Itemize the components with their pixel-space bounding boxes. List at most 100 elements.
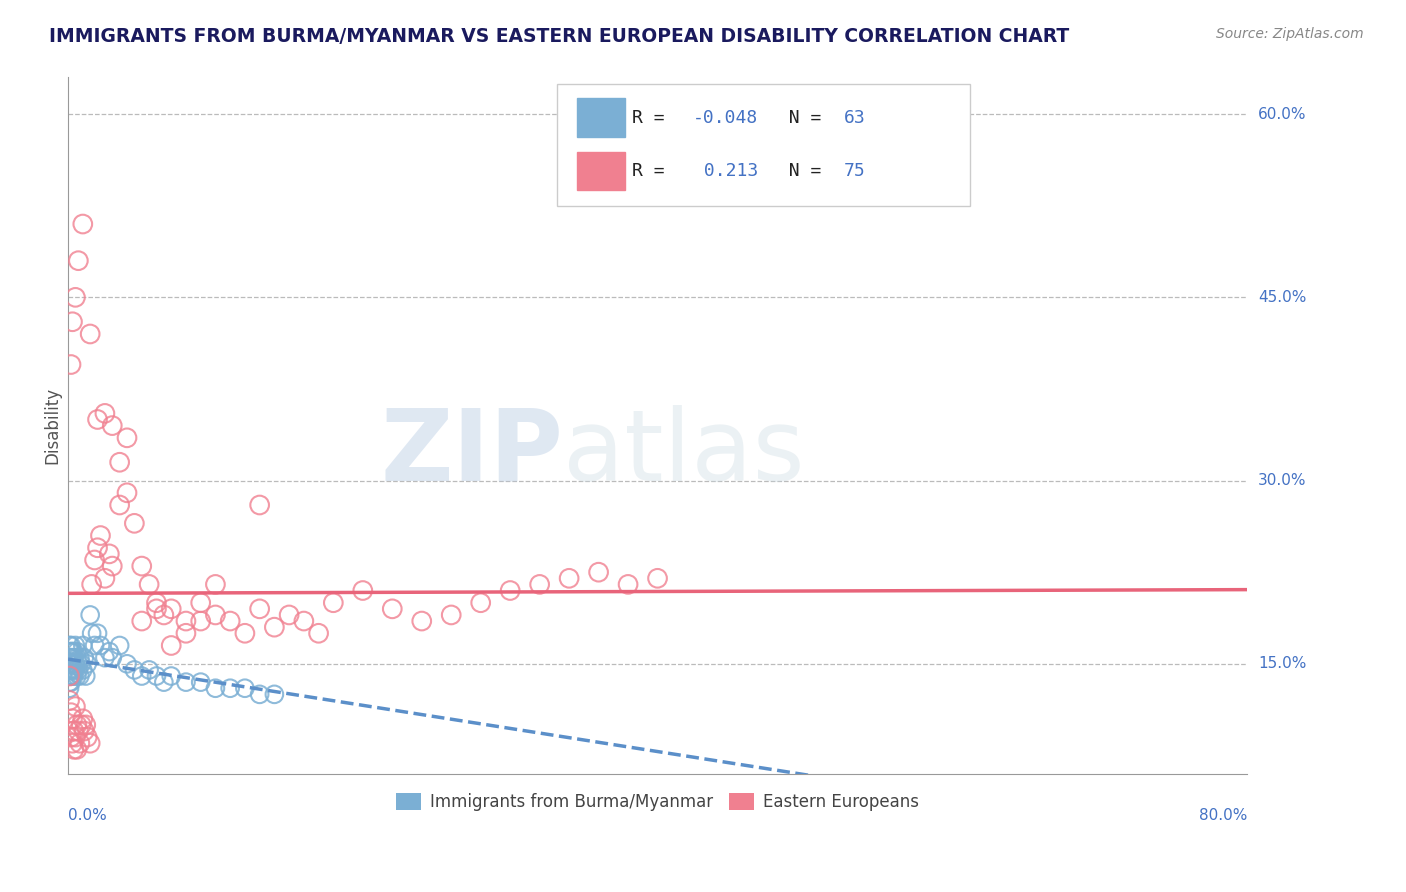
Point (73, 724, 96, 739)
Bar (578, 152, 624, 190)
Point (115, 657, 138, 671)
Point (153, 607, 176, 622)
Point (60, 358, 83, 372)
Point (138, 663, 160, 677)
Legend: Immigrants from Burma/Myanmar, Eastern Europeans: Immigrants from Burma/Myanmar, Eastern E… (389, 786, 925, 818)
Point (263, 687, 285, 701)
Point (62, 736, 84, 750)
Y-axis label: Disability: Disability (44, 387, 60, 464)
Point (278, 607, 301, 622)
Point (62, 712, 84, 726)
Point (108, 455, 131, 469)
Text: 30.0%: 30.0% (1258, 473, 1306, 488)
Point (58, 681, 80, 696)
Point (67, 663, 90, 677)
Point (62, 657, 84, 671)
Text: R =: R = (631, 109, 675, 127)
Point (219, 614, 242, 628)
Point (174, 675, 197, 690)
Text: Source: ZipAtlas.com: Source: ZipAtlas.com (1216, 27, 1364, 41)
Point (58, 639, 80, 653)
Point (86, 626, 108, 640)
Point (60, 706, 83, 720)
Point (381, 602, 404, 616)
Point (60, 669, 83, 683)
Text: atlas: atlas (564, 405, 804, 502)
Point (249, 687, 271, 701)
Point (124, 663, 146, 677)
Point (60, 663, 83, 677)
Point (75, 718, 97, 732)
Point (470, 596, 492, 610)
Point (60, 639, 83, 653)
Point (65, 290, 87, 304)
Point (190, 675, 212, 690)
Point (66, 742, 89, 756)
Point (80, 577, 103, 591)
Point (219, 681, 242, 696)
Point (79, 736, 101, 750)
Point (62, 669, 84, 683)
Point (174, 614, 197, 628)
Point (499, 583, 522, 598)
Point (115, 431, 138, 445)
Point (131, 669, 153, 683)
Point (263, 620, 285, 634)
Point (160, 602, 183, 616)
Point (83, 553, 105, 567)
Point (60, 730, 83, 744)
Point (190, 596, 212, 610)
Text: N =: N = (768, 161, 832, 180)
Point (138, 577, 160, 591)
Point (70, 657, 93, 671)
Text: 60.0%: 60.0% (1258, 106, 1306, 121)
Point (204, 577, 226, 591)
Point (80, 626, 103, 640)
Bar (578, 98, 624, 136)
Point (58, 669, 80, 683)
Point (76, 730, 98, 744)
Text: 15.0%: 15.0% (1258, 657, 1306, 672)
Point (63, 644, 86, 658)
Point (58, 675, 80, 690)
Point (98, 547, 121, 561)
Text: N =: N = (768, 109, 832, 127)
Point (63, 650, 86, 665)
Point (647, 571, 669, 585)
Point (66, 718, 89, 732)
Point (83, 639, 105, 653)
Point (89, 639, 111, 653)
Point (58, 693, 80, 707)
Text: IMMIGRANTS FROM BURMA/MYANMAR VS EASTERN EUROPEAN DISABILITY CORRELATION CHART: IMMIGRANTS FROM BURMA/MYANMAR VS EASTERN… (49, 27, 1070, 45)
Point (145, 602, 167, 616)
Point (58, 657, 80, 671)
Point (101, 650, 124, 665)
Point (160, 669, 183, 683)
Point (58, 663, 80, 677)
Point (124, 516, 146, 531)
Point (249, 498, 271, 512)
Point (58, 650, 80, 665)
Point (131, 614, 153, 628)
Text: 75: 75 (844, 161, 866, 180)
Text: 80.0%: 80.0% (1199, 808, 1247, 823)
Point (160, 639, 183, 653)
Point (131, 559, 153, 574)
Point (70, 718, 93, 732)
Text: ZIP: ZIP (381, 405, 564, 502)
Point (190, 614, 212, 628)
Point (249, 602, 271, 616)
Point (145, 596, 167, 610)
Point (60, 644, 83, 658)
Point (204, 681, 226, 696)
Point (60, 657, 83, 671)
Point (352, 583, 374, 598)
Point (66, 650, 89, 665)
Point (115, 485, 138, 500)
Point (75, 669, 97, 683)
Point (60, 675, 83, 690)
Point (62, 315, 84, 329)
Point (62, 663, 84, 677)
Point (63, 724, 86, 739)
Point (89, 528, 111, 542)
